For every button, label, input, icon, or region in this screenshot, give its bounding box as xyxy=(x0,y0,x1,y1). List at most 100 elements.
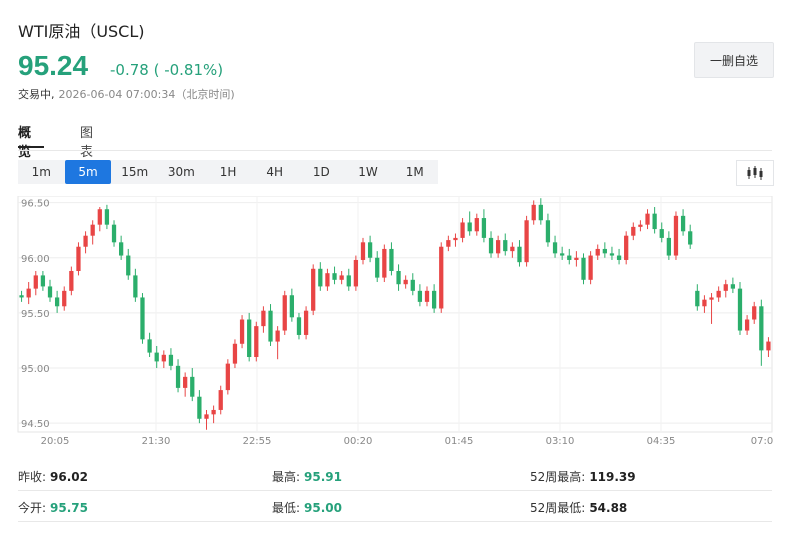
candle-body xyxy=(481,218,487,238)
candle-body xyxy=(282,295,287,331)
candle-body xyxy=(62,290,67,307)
period-1mo[interactable]: 1M xyxy=(405,165,424,179)
x-tick-label: 03:10 xyxy=(546,436,575,447)
candle-body xyxy=(311,268,316,311)
candle-body xyxy=(33,275,38,289)
y-tick-label: 94.50 xyxy=(21,419,50,430)
candle-body xyxy=(83,235,88,247)
candle-body xyxy=(239,319,245,344)
candle-body xyxy=(218,390,223,410)
tab-chart[interactable]: 图表 xyxy=(80,122,93,160)
candle-body xyxy=(730,284,736,289)
candle-body xyxy=(659,229,664,238)
candle-body xyxy=(766,341,771,351)
candle-body xyxy=(303,310,309,335)
candle-body xyxy=(360,242,366,260)
candle-body xyxy=(467,222,472,232)
candle-body xyxy=(474,218,479,232)
period-1w[interactable]: 1W xyxy=(358,165,378,179)
x-tick-label: 01:45 xyxy=(445,436,474,447)
candle-body xyxy=(318,268,323,287)
x-tick-label: 20:05 xyxy=(41,436,70,447)
candle-body xyxy=(609,253,615,256)
candle-body xyxy=(225,363,230,391)
remove-watchlist-button[interactable]: 一删自选 xyxy=(694,42,774,78)
tab-overview-label: 概览 xyxy=(18,126,32,160)
price-change: -0.78 ( -0.81%) xyxy=(110,61,224,79)
candle-body xyxy=(417,290,423,302)
candle-body xyxy=(560,253,565,256)
candle-body xyxy=(410,279,415,291)
candle-body xyxy=(119,242,124,256)
candle-body xyxy=(744,319,750,331)
candle-body xyxy=(602,248,607,254)
candle-body xyxy=(190,376,195,397)
candle-body xyxy=(161,354,166,362)
candle-body xyxy=(460,222,465,238)
period-1h[interactable]: 1H xyxy=(219,165,237,179)
stat-value: 95.75 xyxy=(50,501,89,515)
tab-chart-label: 图表 xyxy=(80,126,94,160)
candle-body xyxy=(232,343,238,364)
candle-body xyxy=(624,235,629,260)
period-1m[interactable]: 1m xyxy=(31,165,51,179)
candle-body xyxy=(396,270,401,285)
candle-body xyxy=(382,248,387,278)
candle-body xyxy=(289,295,294,318)
active-tab-indicator xyxy=(18,146,44,148)
period-1d[interactable]: 1D xyxy=(312,165,330,179)
candle-body xyxy=(111,224,117,243)
candle-body xyxy=(367,242,373,258)
candle-body xyxy=(488,237,494,254)
candle-body xyxy=(296,317,302,335)
candle-body xyxy=(275,330,280,342)
stat-value: 95.91 xyxy=(304,470,343,484)
candle-body xyxy=(247,319,252,358)
candle-body xyxy=(47,286,53,298)
period-15m[interactable]: 15m xyxy=(121,165,149,179)
stat-label: 最低: xyxy=(272,501,301,515)
price-chart[interactable]: 94.50 95.00 95.50 96.00 96.50 20:05 21:30 22:55… xyxy=(0,196,800,452)
candle-body xyxy=(204,414,209,419)
candle-body xyxy=(737,288,743,331)
candle-body xyxy=(759,306,764,351)
candle-body xyxy=(638,224,643,227)
period-5m[interactable]: 5m xyxy=(64,160,112,184)
stat-open: 今开: 95.75 xyxy=(18,499,88,516)
candle-body xyxy=(666,237,671,256)
status-label: 交易中, xyxy=(18,88,55,101)
chart-type-button[interactable] xyxy=(736,160,774,186)
stat-high: 最高: 95.91 xyxy=(272,468,342,485)
stat-52w-high: 52周最高: 119.39 xyxy=(530,468,636,485)
tab-overview[interactable]: 概览 xyxy=(18,122,31,160)
x-tick-label: 04:35 xyxy=(647,436,676,447)
candle-body xyxy=(254,326,259,358)
x-tick-label: 07:0 xyxy=(751,436,773,447)
candle-body xyxy=(403,279,408,285)
period-30m[interactable]: 30m xyxy=(167,165,195,179)
candle-body xyxy=(54,297,60,307)
stat-label: 52周最低: xyxy=(530,501,586,515)
candle-body xyxy=(695,290,700,307)
stat-label: 最高: xyxy=(272,470,301,484)
candle-body xyxy=(69,270,74,291)
candle-body xyxy=(588,255,593,280)
candle-body xyxy=(581,257,586,280)
status-timestamp: 2026-06-04 07:00:34（北京时间) xyxy=(58,88,235,101)
candle-body xyxy=(616,255,622,260)
candle-body xyxy=(261,310,266,327)
candle-body xyxy=(595,248,600,256)
candle-body xyxy=(709,297,714,300)
candle-body xyxy=(688,231,693,245)
stat-52w-low: 52周最低: 54.88 xyxy=(530,499,627,516)
candle-body xyxy=(652,213,657,230)
candle-body xyxy=(716,290,721,298)
period-4h[interactable]: 4H xyxy=(266,165,284,179)
candle-body xyxy=(389,248,394,271)
candle-body xyxy=(332,273,337,280)
stat-label: 今开: xyxy=(18,501,47,515)
candle-body xyxy=(574,257,579,260)
candle-body xyxy=(375,257,380,278)
instrument-title: WTI原油（USCL) xyxy=(18,22,145,41)
period-selector: 1m 5m 15m 30m 1H 4H 1D 1W 1M xyxy=(18,160,438,184)
